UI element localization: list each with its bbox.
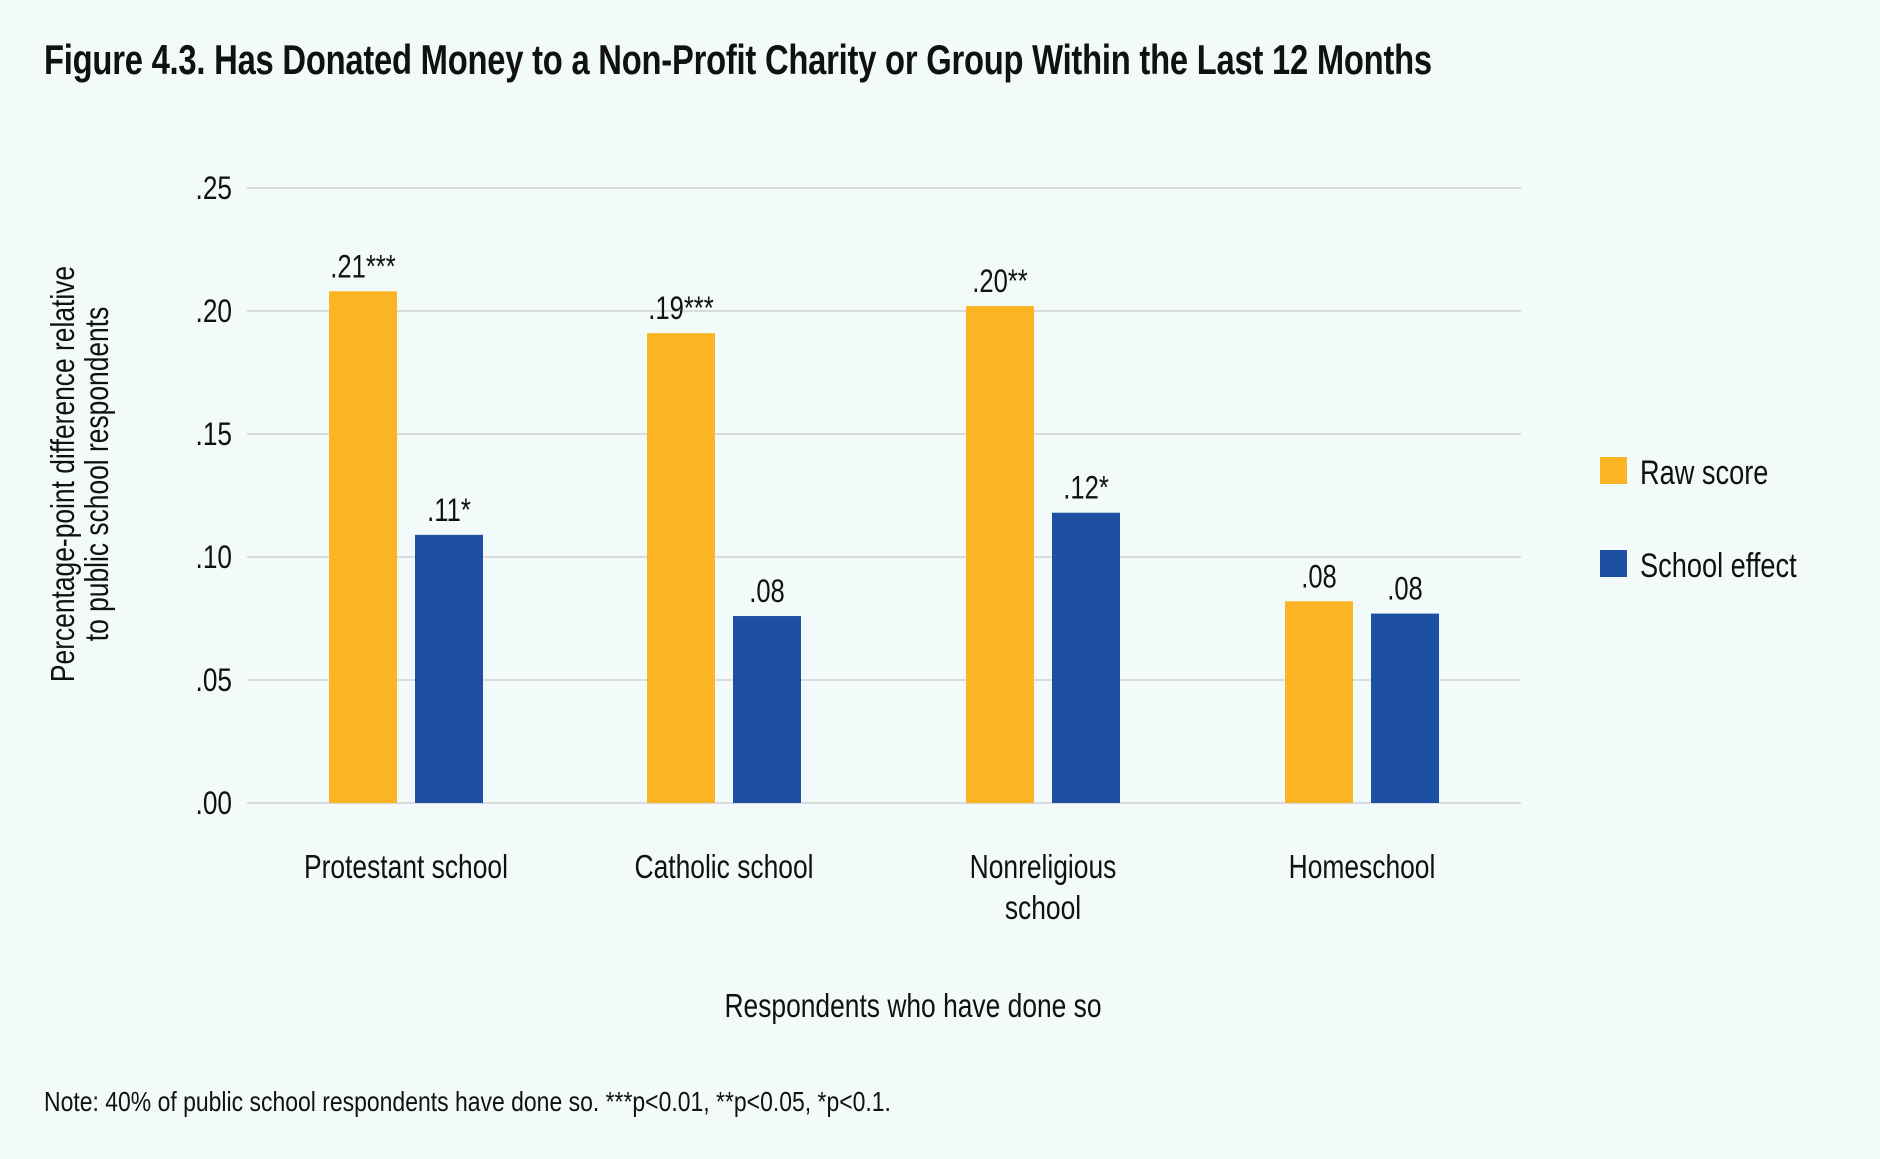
- y-axis-title-line: to public school respondents: [79, 307, 115, 642]
- value-label-school-effect: .11*: [427, 493, 471, 528]
- x-category-label: Nonreligious: [970, 849, 1117, 885]
- legend-label-school-effect: School effect: [1640, 546, 1797, 585]
- y-tick-label: .00: [196, 787, 232, 822]
- y-axis-ticks: .00 .05 .10 .15 .20 .25: [196, 172, 232, 822]
- x-axis-categories: Protestant school Catholic school Nonrelig…: [304, 849, 1435, 926]
- bar-raw-score: [1285, 601, 1353, 803]
- y-tick-label: .05: [196, 664, 232, 699]
- x-category-label: Catholic school: [635, 849, 814, 885]
- x-category-label: Protestant school: [304, 849, 508, 885]
- value-labels: .21*** .11* .19*** .08 .20** .12* .08 .08: [330, 250, 1423, 610]
- bar-school-effect: [1052, 512, 1120, 803]
- value-label-school-effect: .08: [749, 574, 785, 609]
- legend-swatch-raw-score: [1600, 457, 1627, 484]
- bar-school-effect: [1371, 613, 1439, 803]
- y-tick-label: .15: [196, 418, 232, 453]
- bar-school-effect: [733, 616, 801, 803]
- x-category-label: Homeschool: [1289, 849, 1436, 885]
- bar-raw-score: [329, 291, 397, 803]
- value-label-school-effect: .12*: [1063, 471, 1109, 506]
- bars: [329, 291, 1439, 803]
- legend-label-raw-score: Raw score: [1640, 453, 1768, 492]
- chart-title: Figure 4.3. Has Donated Money to a Non-P…: [44, 36, 1432, 83]
- value-label-raw-score: .19***: [648, 292, 713, 327]
- y-tick-label: .20: [196, 295, 232, 330]
- value-label-raw-score: .20**: [972, 264, 1028, 299]
- value-label-raw-score: .08: [1301, 560, 1337, 595]
- y-tick-label: .25: [196, 172, 232, 207]
- legend-swatch-school-effect: [1600, 550, 1627, 577]
- bar-raw-score: [647, 333, 715, 803]
- y-tick-label: .10: [196, 541, 232, 576]
- value-label-raw-score: .21***: [330, 250, 395, 285]
- x-axis-title: Respondents who have done so: [724, 988, 1101, 1024]
- y-axis-title-line: Percentage-point difference relative: [45, 266, 81, 682]
- legend: Raw score School effect: [1600, 453, 1797, 585]
- x-category-label: school: [1005, 890, 1081, 926]
- bar-raw-score: [966, 306, 1034, 803]
- value-label-school-effect: .08: [1387, 572, 1423, 607]
- footnote: Note: 40% of public school respondents h…: [44, 1086, 891, 1117]
- bar-school-effect: [415, 534, 483, 803]
